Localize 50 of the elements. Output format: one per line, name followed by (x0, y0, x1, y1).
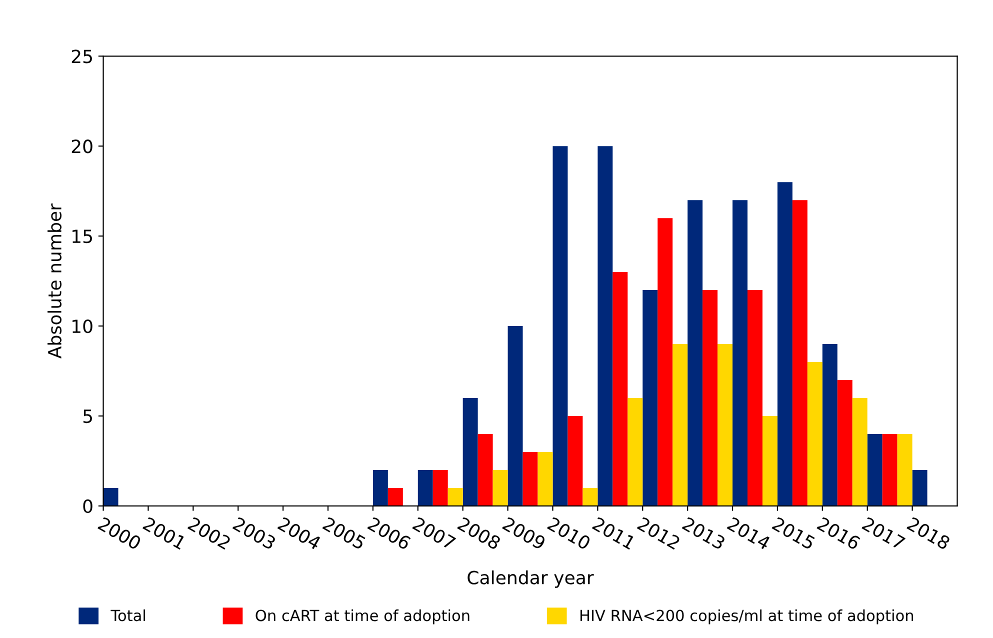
y-tick-label: 10 (72, 319, 92, 334)
bar (372, 470, 388, 506)
legend-label: HIV RNA<200 copies/ml at time of adoption (580, 609, 914, 624)
y-tick-label: 25 (72, 50, 92, 64)
y-axis-title: Absolute number (48, 203, 62, 358)
bar (642, 290, 658, 506)
bar (598, 146, 613, 506)
bar (852, 398, 868, 506)
bar (508, 326, 523, 506)
bar (462, 398, 478, 506)
bar (658, 218, 673, 506)
x-tick-label: 2007 (412, 516, 456, 550)
x-tick-label: 2017 (862, 516, 906, 550)
bar (777, 182, 792, 506)
bar (688, 200, 703, 506)
bar (628, 398, 643, 506)
bar (612, 272, 628, 506)
bar (418, 470, 433, 506)
y-tick-label: 20 (72, 140, 92, 154)
bar (732, 200, 748, 506)
legend-label: On cART at time of adoption (256, 609, 470, 624)
y-tick-label: 15 (72, 230, 92, 244)
bar (568, 416, 583, 506)
bar (672, 344, 688, 506)
bar (103, 488, 118, 506)
bar (897, 434, 912, 506)
y-tick-label: 0 (83, 499, 92, 514)
bar (448, 488, 463, 506)
bar (807, 362, 822, 506)
y-tick-label: 5 (83, 410, 92, 424)
bar (388, 488, 403, 506)
bar (882, 434, 898, 506)
bar (538, 452, 553, 506)
bar (822, 344, 838, 506)
bar (552, 146, 568, 506)
bar (837, 380, 852, 506)
bar (522, 452, 538, 506)
bar (492, 470, 508, 506)
legend-label: Total (110, 609, 145, 622)
bar (582, 488, 598, 506)
bar (912, 470, 928, 506)
bar (748, 290, 762, 506)
bar (432, 470, 448, 506)
bar (702, 290, 718, 506)
bar (867, 434, 882, 506)
bar (792, 200, 808, 506)
x-axis-title: Calendar year (468, 570, 594, 588)
bar (718, 344, 733, 506)
bar (762, 416, 778, 506)
bar (478, 434, 493, 506)
